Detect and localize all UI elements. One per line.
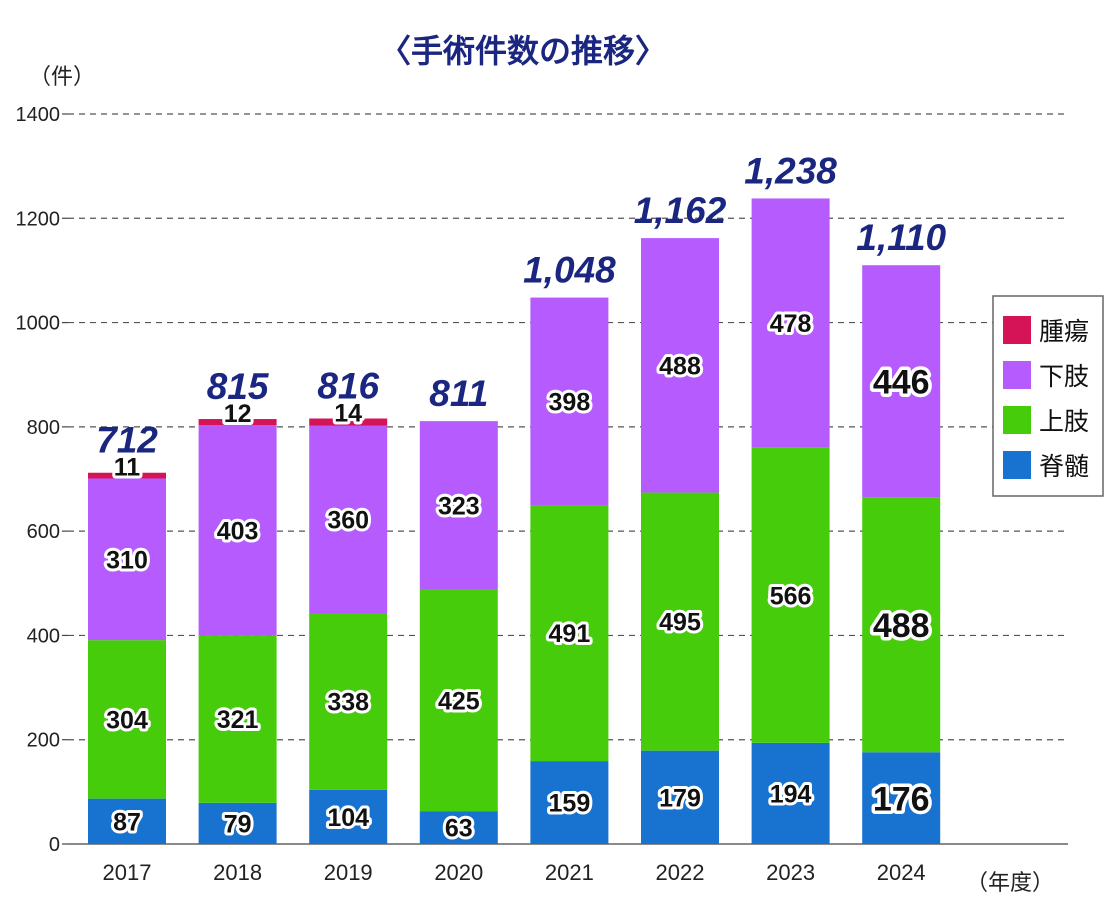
bar-segment <box>88 478 166 641</box>
segment-label: 566 <box>770 582 812 610</box>
legend-label: 下肢 <box>1039 362 1089 391</box>
bar-segment <box>530 505 609 762</box>
segment-label: 11 <box>114 454 141 482</box>
bar-segment <box>641 492 719 751</box>
segment-label: 491 <box>549 620 591 648</box>
bar-segment <box>530 297 609 506</box>
legend-swatch <box>1003 406 1031 434</box>
bar-segment <box>198 802 277 844</box>
bar-segment <box>751 447 830 743</box>
bar-segment <box>862 497 941 753</box>
segment-label: 310 <box>106 546 148 574</box>
segment-label: 159 <box>549 790 591 818</box>
segment-labels: 87 304 310 11 79 321 403 12 104 338 360 14 63 425 323 1… <box>103 307 933 845</box>
y-axis-unit-label: （件） <box>29 65 95 90</box>
bar-segment <box>198 419 277 426</box>
total-label: 1,162 <box>634 190 727 231</box>
bar-segment <box>862 752 941 844</box>
total-label: 816 <box>317 366 379 407</box>
segment-label: 495 <box>659 609 701 637</box>
segment-label: 488 <box>873 607 930 645</box>
bar-segment <box>419 421 498 590</box>
segment-label: 321 <box>217 706 259 734</box>
legend-swatch <box>1003 361 1031 389</box>
bar-segment <box>309 425 388 614</box>
bar-segment <box>198 635 277 803</box>
segment-label: 79 <box>224 810 252 838</box>
y-axis-ticks: 0 200 400 600 800 1000 1200 1400 <box>16 104 68 856</box>
total-label: 1,110 <box>856 217 946 258</box>
bar-segment <box>88 472 166 479</box>
y-tick-label: 1400 <box>16 104 61 126</box>
bar-segment <box>862 265 941 498</box>
segment-label: 104 <box>327 804 369 832</box>
y-tick-label: 1000 <box>16 313 61 335</box>
legend-swatch <box>1003 451 1031 479</box>
total-label: 1,048 <box>523 250 616 291</box>
legend-swatch <box>1003 316 1031 344</box>
segment-label: 398 <box>549 388 591 416</box>
total-label: 712 <box>96 420 158 461</box>
segment-label: 488 <box>659 352 701 380</box>
bar-segment <box>309 789 388 844</box>
segment-label: 87 <box>113 808 141 836</box>
bar-segment <box>88 798 166 844</box>
bar-segment <box>419 589 498 812</box>
bar-segment <box>198 425 277 636</box>
y-tick-label: 800 <box>27 417 60 439</box>
x-tick-label: 2021 <box>545 860 594 885</box>
x-axis-unit-label: （年度） <box>966 871 1054 896</box>
total-labels: 712 815 816 811 1,048 1,162 1,238 1,110 <box>96 150 946 460</box>
bar-segment <box>641 238 719 493</box>
y-tick-label: 400 <box>27 625 60 647</box>
bar-segment <box>641 750 719 844</box>
x-tick-label: 2023 <box>766 860 815 885</box>
segment-label: 304 <box>106 706 148 734</box>
segment-label: 403 <box>217 517 259 545</box>
bar-segment <box>751 742 830 844</box>
segment-label: 14 <box>334 400 362 428</box>
x-tick-label: 2018 <box>213 860 262 885</box>
segment-label: 63 <box>445 815 473 843</box>
segment-label: 176 <box>873 780 930 818</box>
segment-label: 12 <box>224 400 252 428</box>
x-tick-label: 2017 <box>103 860 152 885</box>
bar-segment <box>530 761 609 844</box>
segment-label: 360 <box>327 507 369 535</box>
y-tick-label: 600 <box>27 521 60 543</box>
y-tick-label: 200 <box>27 730 60 752</box>
x-axis-ticks: 2017 2018 2019 2020 2021 2022 2023 2024 <box>103 860 926 885</box>
bar-segment <box>88 640 166 799</box>
segment-label: 338 <box>327 689 369 717</box>
total-label: 1,238 <box>744 150 837 191</box>
x-tick-label: 2019 <box>324 860 373 885</box>
bar-segment <box>751 198 830 448</box>
segment-label: 194 <box>770 780 812 808</box>
chart-title: 〈手術件数の推移〉 <box>379 32 667 70</box>
total-label: 815 <box>207 366 270 407</box>
segment-label: 179 <box>659 784 701 812</box>
y-tick-label: 0 <box>49 834 60 856</box>
legend-label: 脊髄 <box>1039 452 1089 481</box>
bar-segment <box>419 811 498 844</box>
bars <box>88 198 941 844</box>
segment-label: 323 <box>438 492 480 520</box>
x-tick-label: 2024 <box>877 860 926 885</box>
legend-label: 腫瘍 <box>1039 317 1089 346</box>
x-tick-label: 2022 <box>656 860 705 885</box>
legend-label: 上肢 <box>1039 407 1089 436</box>
segment-label: 478 <box>770 310 812 338</box>
y-tick-label: 1200 <box>16 208 61 230</box>
x-tick-label: 2020 <box>434 860 483 885</box>
segment-label: 425 <box>438 687 480 715</box>
bar-segment <box>309 613 388 790</box>
segment-label: 446 <box>873 364 930 402</box>
bar-segment <box>309 418 388 426</box>
total-label: 811 <box>429 373 488 414</box>
